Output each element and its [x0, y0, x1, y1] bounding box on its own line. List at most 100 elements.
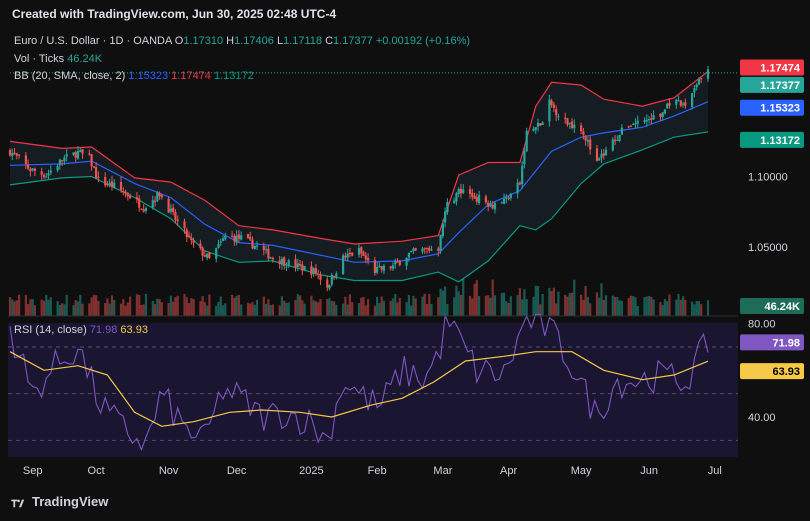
candle-body	[113, 182, 116, 188]
volume-bar	[462, 278, 465, 316]
candle-body	[169, 208, 172, 212]
candle-body	[536, 122, 540, 127]
volume-bar	[663, 299, 666, 316]
candle-body	[15, 153, 18, 156]
volume-bar	[589, 303, 592, 316]
volume-bar	[550, 291, 553, 316]
candle-body	[634, 123, 637, 125]
candle-body	[407, 252, 410, 258]
volume-bar	[478, 296, 481, 316]
tradingview-logo[interactable]: TradingView	[10, 494, 108, 509]
volume-bar	[636, 306, 639, 316]
candle-body	[296, 263, 299, 267]
candle-body	[661, 112, 664, 117]
volume-bar	[185, 297, 188, 316]
volume-bar	[389, 300, 392, 316]
candle-body	[394, 261, 397, 265]
candle-body	[235, 235, 238, 243]
candle-body	[135, 197, 138, 200]
candle-body	[203, 255, 206, 257]
volume-bar	[142, 304, 145, 316]
candle-body	[208, 252, 211, 258]
volume-bar	[104, 303, 107, 316]
candle-body	[140, 208, 143, 210]
candle-body	[310, 265, 313, 275]
candle-body	[682, 103, 685, 105]
volume-bar	[47, 299, 50, 316]
candle-body	[81, 149, 84, 154]
volume-bar	[459, 295, 463, 316]
candle-body	[190, 238, 193, 240]
candle-body	[548, 99, 551, 122]
time-axis-tick: Jun	[640, 465, 658, 477]
volume-bar	[627, 298, 630, 316]
candle-body	[8, 150, 12, 156]
volume-bar	[618, 300, 621, 316]
candle-body	[693, 88, 696, 93]
bb-basis-value: 1.15323	[128, 70, 169, 82]
candle-body	[144, 207, 148, 211]
candle-body	[491, 204, 494, 209]
candle-body	[629, 125, 632, 127]
candle-body	[192, 240, 195, 243]
volume-pane	[8, 278, 710, 316]
candle-body	[317, 273, 320, 275]
candle-body	[278, 260, 281, 265]
candle-body	[72, 152, 75, 155]
candle-body	[153, 200, 157, 202]
candle-body	[412, 248, 415, 252]
candle-body	[187, 235, 191, 238]
volume-bar	[144, 293, 148, 316]
bb-label[interactable]: BB (20, SMA, close, 2)	[14, 70, 126, 82]
candle-body	[652, 115, 655, 120]
volume-bar	[573, 279, 576, 316]
candle-body	[63, 157, 66, 162]
candle-body	[550, 100, 553, 105]
volume-bar	[373, 305, 376, 316]
candle-body	[24, 155, 27, 164]
volume-bar	[312, 300, 315, 316]
rsi-label[interactable]: RSI (14, close)	[14, 324, 87, 336]
candle-body	[351, 252, 354, 256]
candle-body	[502, 198, 506, 204]
candle-body	[444, 211, 447, 223]
high-label: H	[226, 35, 235, 47]
volume-bar	[548, 287, 551, 316]
volume-bar	[88, 303, 91, 316]
candle-body	[446, 202, 449, 213]
candle-body	[620, 127, 623, 135]
volume-bar	[706, 300, 710, 316]
candle-body	[507, 197, 510, 200]
volume-label[interactable]: Vol · Ticks	[14, 53, 65, 65]
volume-bar	[405, 302, 408, 316]
chart-canvas[interactable]: 1.10000 1.05000 1.17474 1.17377 1.15323 1.131…	[0, 28, 810, 518]
candle-body	[262, 246, 265, 250]
volume-bar	[604, 295, 608, 316]
volume-bar	[570, 292, 574, 316]
rsi-value: 71.98	[89, 324, 118, 336]
volume-bar	[344, 296, 347, 316]
volume-bar	[697, 301, 700, 316]
symbol-label[interactable]: Euro / U.S. Dollar · 1D · OANDA	[14, 35, 172, 47]
candle-body	[167, 198, 170, 213]
open-label: O	[174, 35, 184, 47]
volume-bar	[255, 299, 259, 316]
price-axis-tick: 1.05000	[748, 242, 788, 254]
high-value: 1.17406	[234, 35, 274, 47]
candle-body	[453, 200, 456, 204]
volume-bar	[192, 299, 195, 316]
volume-bar	[224, 303, 227, 316]
candle-body	[269, 257, 272, 259]
candle-body	[489, 204, 492, 207]
volume-bar	[351, 302, 354, 316]
volume-bar	[425, 304, 429, 316]
candle-body	[668, 102, 671, 106]
candle-body	[414, 247, 417, 251]
volume-bar	[129, 296, 132, 316]
candle-body	[648, 119, 651, 120]
rsi-axis-tick: 40.00	[748, 412, 776, 424]
volume-bar	[287, 302, 290, 316]
candle-body	[398, 260, 401, 266]
candle-body	[45, 176, 48, 178]
volume-bar	[126, 302, 129, 316]
